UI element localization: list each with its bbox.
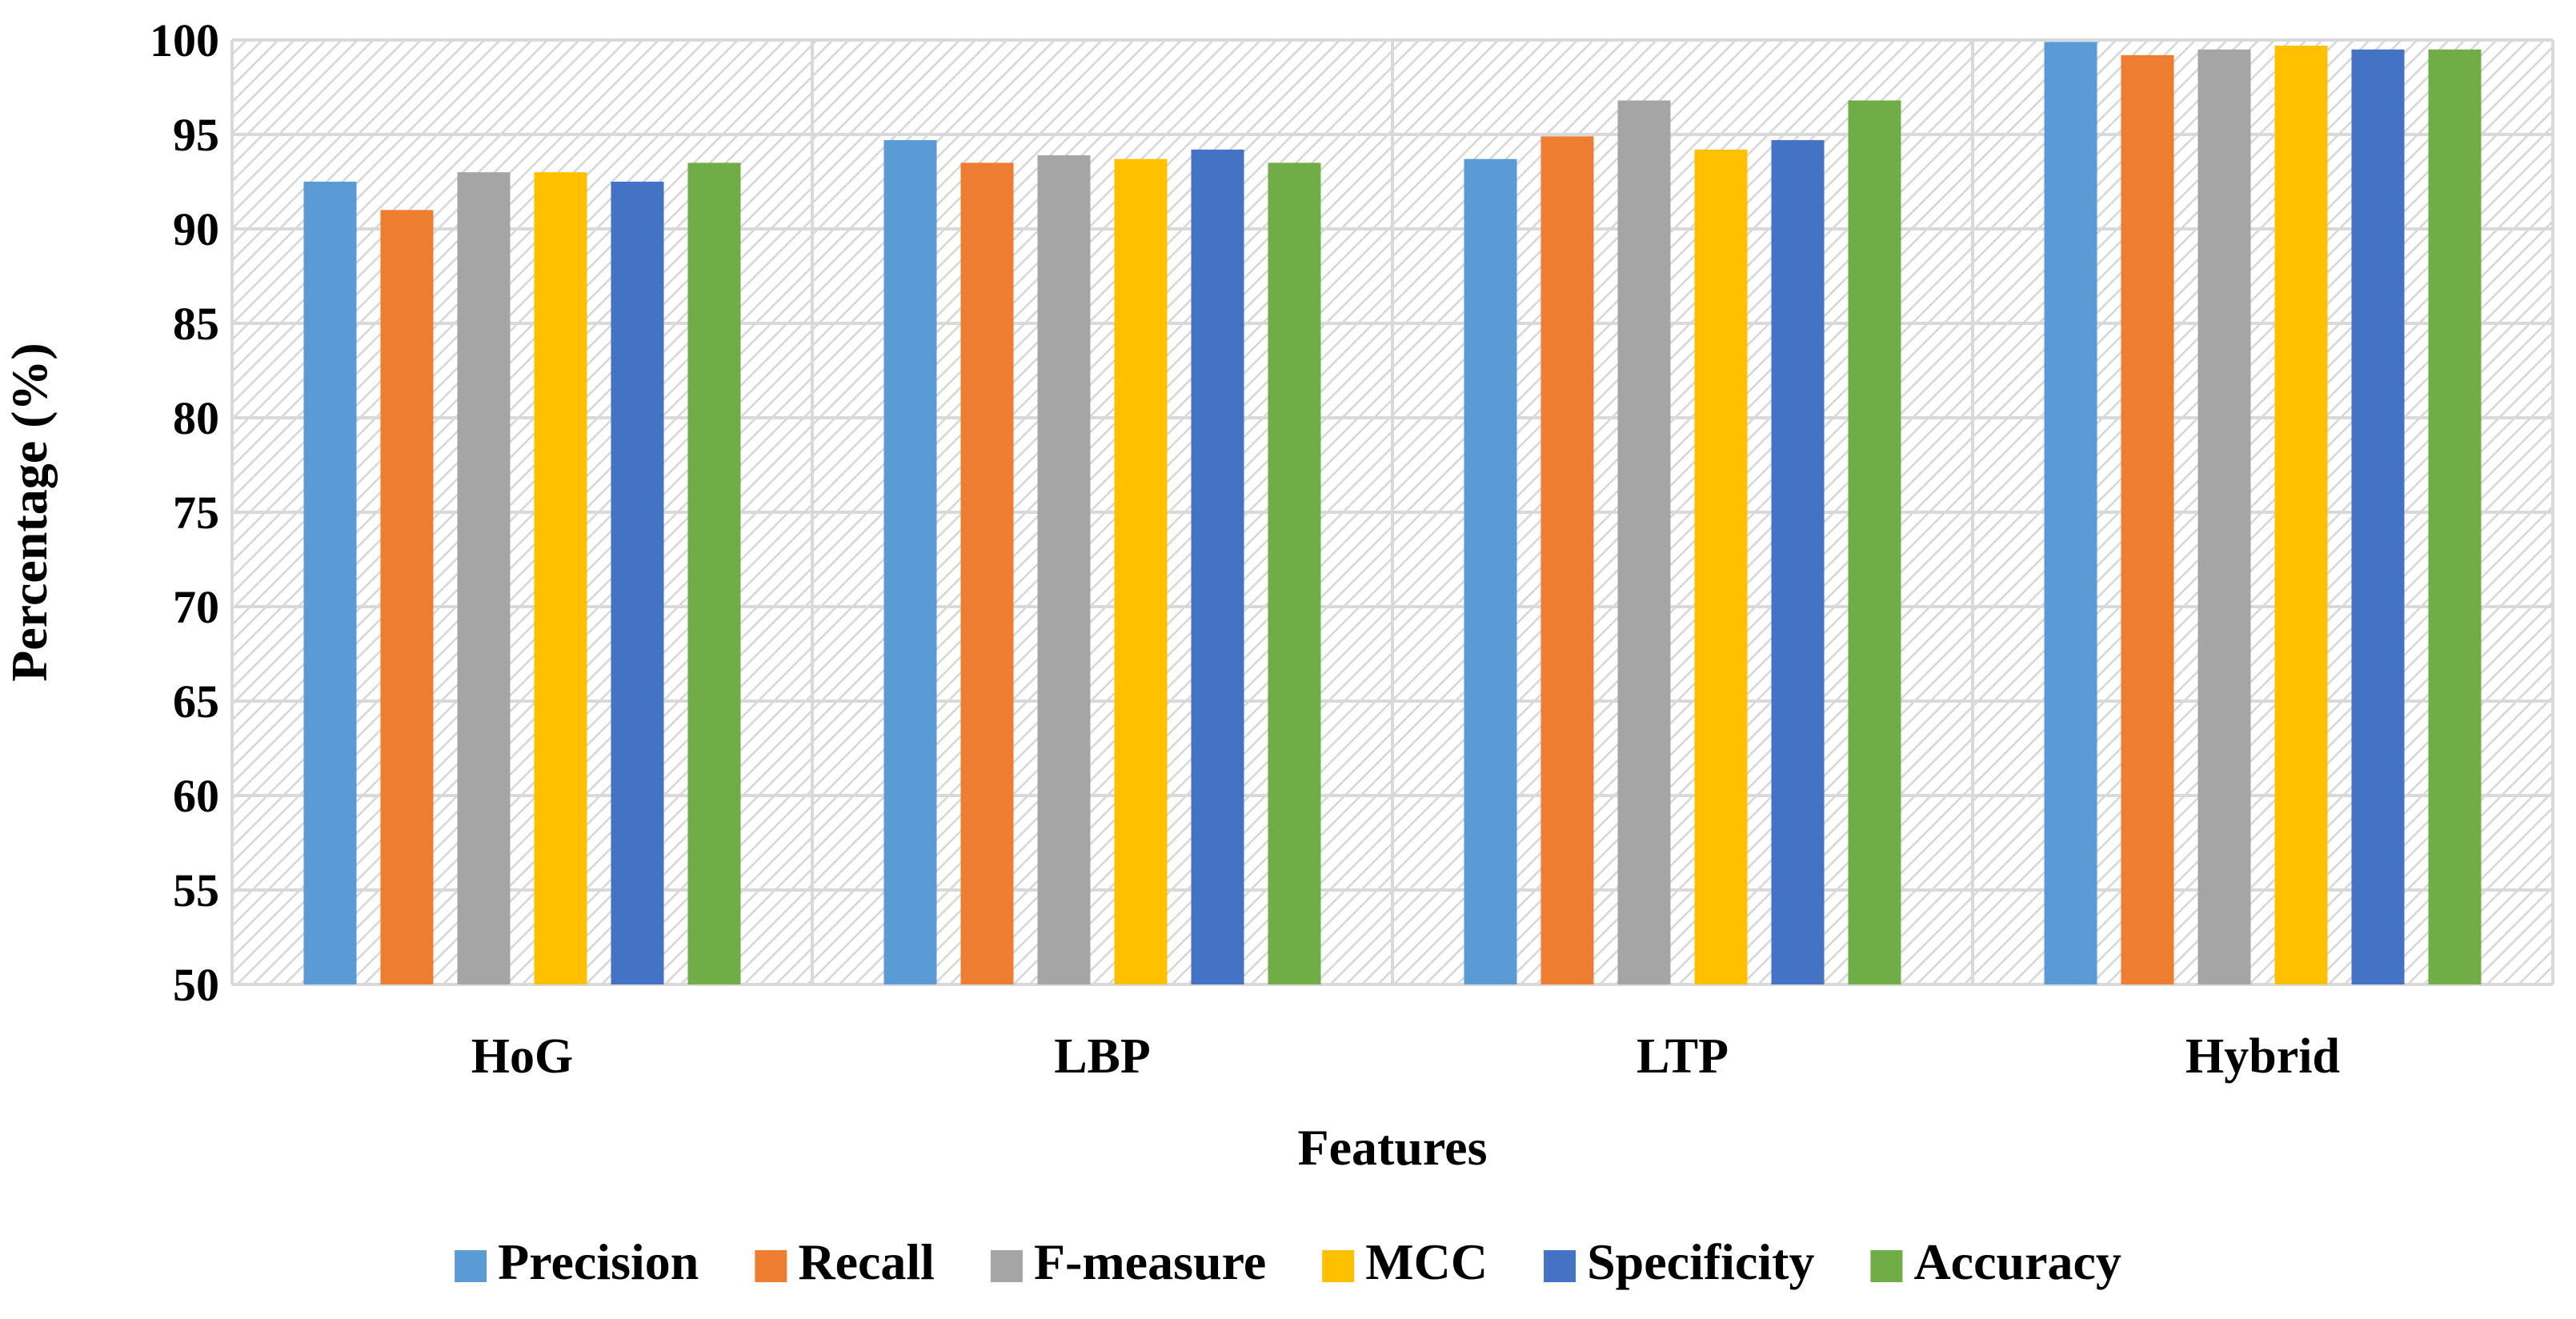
- y-tick-label: 65: [173, 676, 219, 728]
- bar-precision-lbp: [883, 140, 937, 985]
- bar-recall-lbp: [960, 162, 1014, 984]
- legend-label: MCC: [1365, 1233, 1488, 1290]
- legend-label: Recall: [798, 1233, 935, 1290]
- bar-f-measure-lbp: [1037, 154, 1091, 985]
- legend-swatch: [1322, 1250, 1355, 1282]
- bar-specificity-hybrid: [2351, 49, 2405, 984]
- bar-mcc-hybrid: [2274, 46, 2328, 985]
- bar-recall-hybrid: [2121, 54, 2174, 984]
- bar-specificity-lbp: [1191, 149, 1244, 984]
- legend-swatch: [990, 1250, 1023, 1282]
- bar-recall-hog: [380, 210, 434, 984]
- y-axis-ticks: 50 55 60 65 70 75 80 85 90 95 100: [150, 14, 219, 1011]
- legend-swatch: [455, 1250, 487, 1282]
- y-tick-label: 50: [173, 959, 219, 1011]
- legend-item-specificity: Specificity: [1544, 1233, 1814, 1290]
- legend-label: F-measure: [1034, 1233, 1266, 1290]
- bar-f-measure-ltp: [1617, 100, 1671, 984]
- x-category-label: LBP: [1054, 1029, 1151, 1084]
- x-category-label: HoG: [471, 1029, 573, 1084]
- y-tick-label: 90: [173, 203, 219, 255]
- bar-series: [303, 42, 2482, 985]
- y-tick-label: 55: [173, 864, 219, 916]
- y-tick-label: 75: [173, 487, 219, 539]
- legend-swatch: [755, 1250, 787, 1282]
- bar-mcc-hog: [534, 172, 587, 984]
- bar-precision-hog: [303, 182, 357, 984]
- y-tick-label: 60: [173, 770, 219, 822]
- bar-specificity-ltp: [1771, 140, 1825, 985]
- x-axis-title: Features: [1298, 1119, 1488, 1176]
- y-tick-label: 80: [173, 392, 219, 444]
- bar-specificity-hog: [611, 182, 664, 984]
- legend-item-recall: Recall: [755, 1233, 935, 1290]
- legend-item-precision: Precision: [455, 1233, 699, 1290]
- legend-swatch: [1870, 1250, 1903, 1282]
- bar-f-measure-hog: [457, 172, 511, 984]
- legend: Precision Recall F-measure MCC Specificity Ac…: [455, 1233, 2121, 1290]
- legend-label: Specificity: [1587, 1233, 1814, 1290]
- bar-precision-ltp: [1464, 158, 1517, 985]
- legend-item-accuracy: Accuracy: [1870, 1233, 2121, 1290]
- x-axis-categories: HoG LBP LTP Hybrid: [471, 1029, 2340, 1084]
- x-category-label: LTP: [1637, 1029, 1729, 1084]
- bar-accuracy-hog: [687, 162, 741, 984]
- legend-item-f-measure: F-measure: [990, 1233, 1266, 1290]
- y-tick-label: 95: [173, 109, 219, 161]
- y-tick-label: 70: [173, 581, 219, 633]
- bar-mcc-lbp: [1114, 158, 1168, 985]
- bar-precision-hybrid: [2044, 42, 2097, 985]
- y-tick-label: 100: [150, 14, 219, 66]
- bar-mcc-ltp: [1694, 149, 1748, 984]
- bar-recall-ltp: [1540, 136, 1594, 985]
- bar-f-measure-hybrid: [2197, 49, 2251, 984]
- y-tick-label: 85: [173, 298, 219, 350]
- legend-label: Accuracy: [1913, 1233, 2121, 1290]
- bar-accuracy-hybrid: [2428, 49, 2482, 984]
- legend-swatch: [1544, 1250, 1576, 1282]
- y-axis-title: Percentage (%): [1, 343, 58, 682]
- bar-accuracy-lbp: [1268, 162, 1321, 984]
- x-category-label: Hybrid: [2185, 1029, 2340, 1084]
- legend-label: Precision: [498, 1233, 699, 1290]
- legend-item-mcc: MCC: [1322, 1233, 1488, 1290]
- bar-accuracy-ltp: [1848, 100, 1901, 984]
